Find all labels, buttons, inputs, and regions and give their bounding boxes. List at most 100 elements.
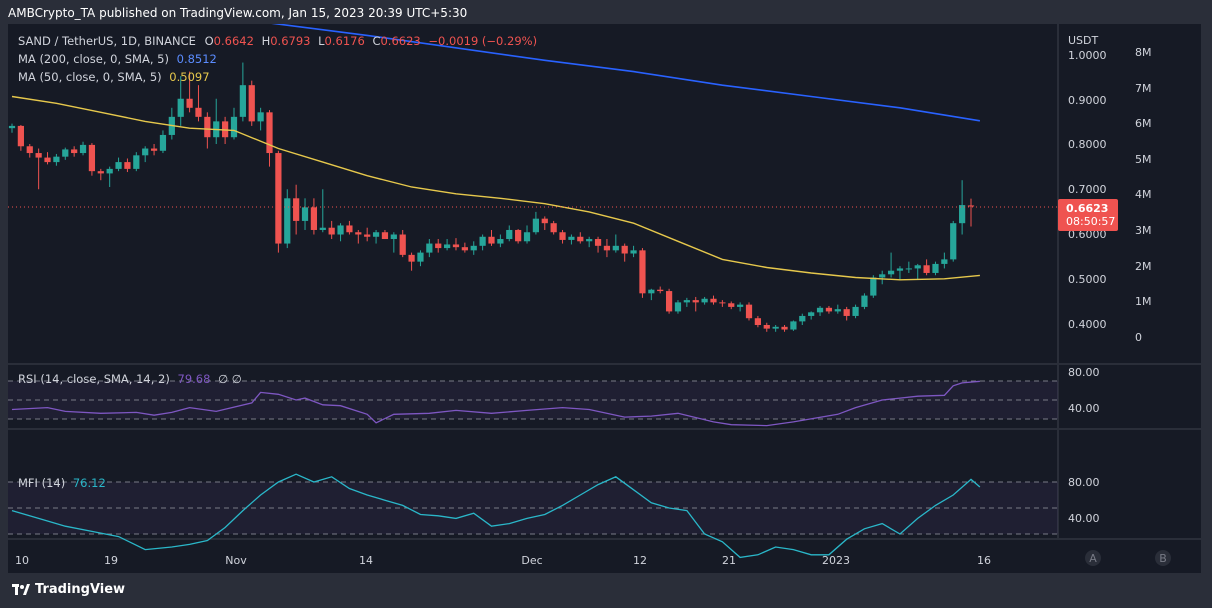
candle xyxy=(816,305,824,316)
open-label: O xyxy=(205,34,214,48)
ma50-legend[interactable]: MA (50, close, 0, SMA, 5) 0.5097 xyxy=(18,70,210,84)
ma50-line xyxy=(11,95,980,281)
rsi-legend[interactable]: RSI (14, close, SMA, 14, 2) 79.68 ∅ ∅ xyxy=(18,372,242,386)
candle-body xyxy=(257,112,264,122)
candle xyxy=(772,325,779,332)
candle xyxy=(799,313,806,325)
candle xyxy=(417,250,424,267)
candle xyxy=(896,266,904,280)
candle xyxy=(879,270,886,285)
candle xyxy=(159,130,167,154)
candle xyxy=(452,238,460,251)
candle-body xyxy=(843,309,850,316)
candle-body xyxy=(381,232,389,240)
candle-body xyxy=(887,270,895,275)
candle xyxy=(665,288,673,314)
candle-body xyxy=(683,300,690,303)
candle xyxy=(470,241,477,255)
candle xyxy=(612,234,619,253)
scale-button-b[interactable]: B xyxy=(1155,550,1171,566)
candle xyxy=(745,302,753,321)
price-axis[interactable]: USDT 1.0000 0.9000 0.8000 0.7000 0.6000 … xyxy=(1068,34,1107,331)
candle xyxy=(97,168,104,181)
candle xyxy=(763,322,770,332)
candle-body xyxy=(559,232,566,240)
candle-body xyxy=(719,302,726,304)
ma50-label: MA (50, close, 0, SMA, 5) xyxy=(18,70,162,84)
candle xyxy=(124,158,131,173)
candle-body xyxy=(426,243,433,253)
ma200-legend[interactable]: MA (200, close, 0, SMA, 5) 0.8512 xyxy=(18,52,217,66)
candle-body xyxy=(799,315,806,322)
candle-body xyxy=(364,234,371,237)
candle xyxy=(168,107,175,140)
price-tick-1: 1.0000 xyxy=(1068,49,1107,62)
time-axis[interactable]: 10 19 Nov 14 Dec 12 21 2023 16 xyxy=(15,554,991,567)
volume-tick-1m: 1M xyxy=(1135,295,1152,308)
candle xyxy=(337,223,344,242)
candle xyxy=(44,152,51,165)
rsi-tick-40: 40.00 xyxy=(1068,402,1100,415)
candle-body xyxy=(230,116,238,138)
candle-body xyxy=(870,277,877,296)
time-tick-16: 16 xyxy=(977,554,991,567)
candle xyxy=(355,229,362,244)
candle-body xyxy=(674,302,682,312)
candle-body xyxy=(506,229,513,240)
scale-button-a[interactable]: A xyxy=(1085,550,1101,566)
candle xyxy=(559,229,566,244)
candle xyxy=(532,211,540,235)
candle xyxy=(26,144,33,158)
rsi-line xyxy=(11,380,980,427)
candle-body xyxy=(390,234,397,240)
time-tick-19: 19 xyxy=(104,554,118,567)
candle-body xyxy=(639,250,646,294)
last-price-badge: 0.6623 08:50:57 xyxy=(1058,199,1118,231)
candle xyxy=(364,227,371,242)
chart-panel[interactable]: USDT 1.0000 0.9000 0.8000 0.7000 0.6000 … xyxy=(8,0,1201,573)
candle-countdown: 08:50:57 xyxy=(1066,215,1115,228)
scale-button-b-circle[interactable] xyxy=(1155,550,1171,566)
tradingview-brand[interactable]: TradingView xyxy=(12,582,125,597)
open-value: 0.6642 xyxy=(214,34,254,48)
candle xyxy=(390,232,397,253)
candle-body xyxy=(355,232,362,235)
time-tick-nov: Nov xyxy=(225,554,247,567)
candle xyxy=(523,225,531,244)
candle-body xyxy=(541,218,548,224)
time-tick-dec: Dec xyxy=(521,554,542,567)
candle xyxy=(710,295,717,305)
mfi-legend[interactable]: MFI (14) 76.12 xyxy=(18,476,106,490)
candle xyxy=(408,252,415,271)
chart-svg[interactable]: USDT 1.0000 0.9000 0.8000 0.7000 0.6000 … xyxy=(8,0,1201,573)
price-tick-4: 0.7000 xyxy=(1068,183,1107,196)
candle xyxy=(399,229,406,258)
candle-body xyxy=(44,157,51,163)
candle-body xyxy=(248,85,255,122)
candle-body xyxy=(106,168,113,174)
mfi-value: 76.12 xyxy=(73,476,106,490)
time-tick-14: 14 xyxy=(359,554,373,567)
candle-body xyxy=(399,234,406,255)
candle-body xyxy=(790,321,797,330)
time-tick-12: 12 xyxy=(633,554,647,567)
candle-body xyxy=(337,225,344,235)
candle xyxy=(603,239,611,258)
candle xyxy=(905,261,912,273)
scale-button-a-circle[interactable] xyxy=(1085,550,1101,566)
candle xyxy=(959,180,966,235)
candle-body xyxy=(488,236,495,244)
candle-body xyxy=(142,148,149,156)
time-tick-10: 10 xyxy=(15,554,29,567)
candle-body xyxy=(470,245,477,251)
candle xyxy=(568,234,575,245)
volume-axis: 8M 7M 6M 5M 4M 3M 2M 1M 0 xyxy=(1135,46,1152,344)
symbol-legend[interactable]: SAND / TetherUS, 1D, BINANCE O0.6642 H0.… xyxy=(18,34,537,48)
candle-body xyxy=(852,306,859,316)
candle-body xyxy=(710,298,717,303)
candle xyxy=(834,304,841,314)
candle xyxy=(372,229,380,244)
candle xyxy=(941,252,948,269)
candle-body xyxy=(275,153,282,244)
candle xyxy=(461,242,468,253)
